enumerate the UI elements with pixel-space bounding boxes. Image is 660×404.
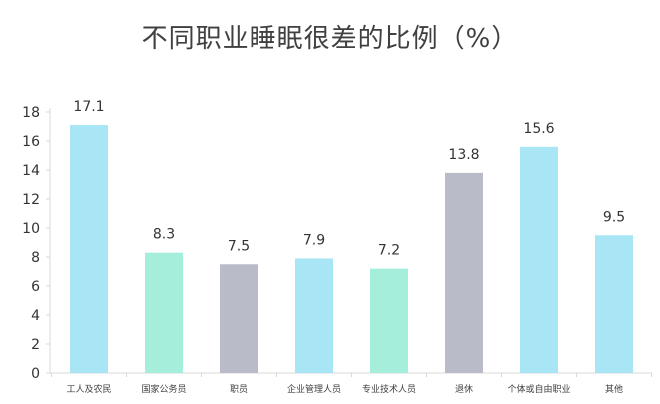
bar-series [70,125,633,373]
category-label: 专业技术人员 [362,383,416,395]
y-tick-label: 4 [31,308,40,324]
bar-value-label: 13.8 [448,147,479,163]
bar [295,258,333,373]
bar-value-label: 7.9 [303,232,325,248]
bar [220,264,258,373]
y-tick-label: 10 [22,221,40,237]
y-tick-label: 0 [31,366,40,382]
chart-labels: 0 2 4 6 8 10 12 14 16 18 17.1 工人及农民 8.3 国家公务员 7.5 职员 7.9… [22,99,625,395]
category-label: 退休 [455,383,473,395]
bar-value-label: 7.2 [378,243,400,259]
category-label: 企业管理人员 [287,383,341,395]
bar [70,125,108,373]
chart-title: 不同职业睡眠很差的比例（%） [141,24,519,54]
category-label: 职员 [230,384,248,395]
y-tick-label: 14 [22,163,40,179]
bar [370,268,408,373]
category-label: 工人及农民 [66,383,111,395]
bar-value-label: 15.6 [523,121,554,137]
chart-axes [46,108,652,377]
category-label: 个体或自由职业 [507,383,570,395]
bar [445,172,483,373]
category-label: 其他 [605,383,623,395]
y-tick-label: 2 [31,337,40,353]
bar-value-label: 7.5 [228,238,250,254]
bar [595,235,633,373]
y-tick-label: 12 [22,192,40,208]
y-tick-label: 16 [22,134,40,150]
y-tick-label: 8 [31,250,40,266]
bar-value-label: 8.3 [153,227,175,243]
bar [520,146,558,373]
category-label: 国家公务员 [141,383,186,395]
bar-value-label: 17.1 [73,99,104,115]
bar-value-label: 9.5 [603,209,625,225]
bar [145,252,183,373]
y-tick-label: 6 [31,279,40,295]
y-tick-label: 18 [22,105,40,121]
